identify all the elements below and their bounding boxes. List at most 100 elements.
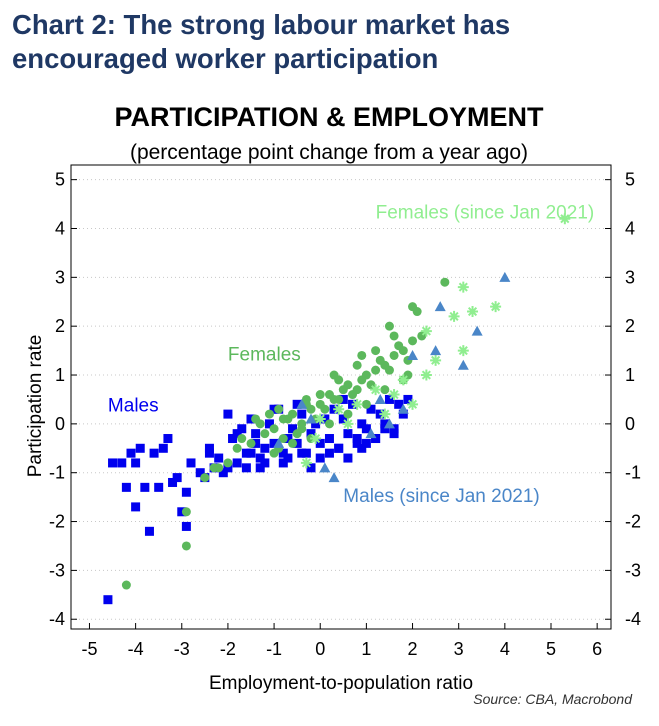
x-tick-label: 6 (592, 639, 602, 659)
y-tick-label-left: 2 (55, 316, 65, 336)
males-point (255, 453, 265, 463)
females-since-jan-2021-point (407, 398, 419, 410)
males-point (334, 443, 344, 453)
males-since-jan-2021-point (273, 437, 285, 448)
males-point (149, 448, 159, 458)
females-point (348, 390, 358, 400)
y-tick-label-right: 1 (625, 365, 635, 385)
males-since-jan-2021-point (305, 413, 317, 424)
females-point (269, 424, 279, 434)
males-point (181, 487, 191, 497)
females-since-jan-2021-point (379, 408, 391, 420)
females-point (408, 336, 418, 346)
males-point (338, 414, 348, 424)
females-point (237, 434, 247, 444)
males-point (301, 448, 311, 458)
females-point (223, 458, 233, 468)
males-point (246, 448, 256, 458)
chart-title: PARTICIPATION & EMPLOYMENT (115, 102, 545, 132)
females-point (301, 394, 311, 404)
females-since-jan-2021-point (314, 413, 326, 425)
males-point (154, 482, 164, 492)
males-point (131, 502, 141, 512)
females-point (352, 360, 362, 370)
males-point (121, 482, 131, 492)
males-since-jan-2021-point (434, 301, 446, 312)
males-point (126, 448, 136, 458)
males-point (255, 463, 265, 473)
x-tick-label: -1 (266, 639, 282, 659)
females-point (278, 414, 288, 424)
females-point (251, 414, 261, 424)
annotations: Females (since Jan 2021) Females Males Male… (108, 203, 594, 507)
y-tick-label-right: 0 (625, 414, 635, 434)
males-point (343, 453, 353, 463)
males-since-jan-2021-point (407, 349, 419, 360)
males-point (214, 453, 224, 463)
males-since-jan-2021-point (296, 398, 308, 409)
males-point (398, 409, 408, 419)
females-since-jan-2021-point (351, 398, 363, 410)
males-since-jan-2021-point (365, 428, 377, 439)
males-point (292, 399, 302, 409)
females-point (121, 580, 131, 590)
males-since-jan-2021-point (374, 393, 386, 404)
males-point (117, 458, 127, 468)
males-point (297, 409, 307, 419)
males-point (232, 429, 242, 439)
males-point (315, 453, 325, 463)
females-since-jan-2021-point (310, 433, 322, 445)
males-point (324, 434, 334, 444)
x-tick-label: -2 (220, 639, 236, 659)
annotation-label: Females (228, 344, 301, 365)
males-point (241, 463, 251, 473)
males-point (352, 434, 362, 444)
males-point (343, 429, 353, 439)
males-since-jan-2021-point (499, 271, 511, 282)
females-point (232, 443, 242, 453)
females-point (320, 404, 330, 414)
males-point (352, 438, 362, 448)
males-point (283, 453, 293, 463)
y-tick-label-left: 0 (55, 414, 65, 434)
y-tick-label-right: -3 (625, 560, 641, 580)
males-point (260, 458, 270, 468)
males-point (232, 458, 242, 468)
x-tick-label: 5 (546, 639, 556, 659)
males-since-jan-2021-point (319, 462, 331, 473)
males-point (269, 438, 279, 448)
males-point (311, 419, 321, 429)
males-point (283, 434, 293, 444)
females-since-jan-2021-point (467, 306, 479, 318)
females-since-jan-2021-point (430, 354, 442, 366)
males-point (251, 429, 261, 439)
males-point (228, 434, 238, 444)
females-point (371, 365, 381, 375)
males-point (324, 448, 334, 458)
x-tick-label: 4 (500, 639, 510, 659)
females-point (315, 390, 325, 400)
females-since-jan-2021-point (448, 310, 460, 322)
females-point (371, 346, 381, 356)
males-point (264, 419, 274, 429)
females-point (329, 370, 339, 380)
chart-subtitle: (percentage point change from a year ago… (130, 141, 528, 164)
males-point (144, 526, 154, 536)
females-point (389, 350, 399, 360)
males-point (158, 443, 168, 453)
y-tick-label-left: 5 (55, 170, 65, 190)
females-since-jan-2021-point (490, 301, 502, 313)
females-point (288, 438, 298, 448)
males-point (140, 482, 150, 492)
males-point (186, 458, 196, 468)
annotation-label: Females (since Jan 2021) (376, 203, 595, 224)
females-since-jan-2021-point (420, 325, 432, 337)
females-since-jan-2021-point (333, 403, 345, 415)
males-point (297, 448, 307, 458)
females-since-jan-2021-point (370, 384, 382, 396)
y-tick-label-right: -1 (625, 463, 641, 483)
males-point (389, 424, 399, 434)
males-point (260, 443, 270, 453)
y-tick-label-left: 1 (55, 365, 65, 385)
